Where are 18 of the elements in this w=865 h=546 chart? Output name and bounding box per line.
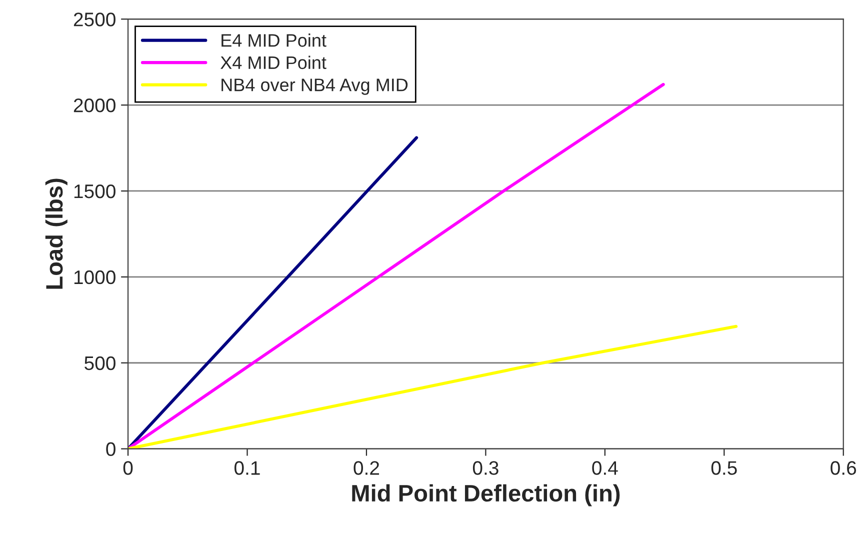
x-axis-title: Mid Point Deflection (in) <box>352 484 620 506</box>
x-tick-label: 0.3 <box>472 461 498 475</box>
x-tick-label: 0.6 <box>830 461 856 475</box>
y-axis-title: Load (lbs) <box>45 178 68 289</box>
x-tick-label: 0.4 <box>592 461 618 475</box>
x-tick-label: 0.5 <box>711 461 737 475</box>
y-tick-label: 1500 <box>74 184 116 198</box>
legend-label: NB4 over NB4 Avg MID <box>222 78 408 95</box>
legend-label: X4 MID Point <box>220 56 326 70</box>
y-tick-label: 0 <box>106 442 116 456</box>
x-tick-label: 0.2 <box>354 461 380 475</box>
x-tick-label: 0.1 <box>234 461 260 475</box>
y-tick-label: 2500 <box>74 12 116 26</box>
x-tick-label: 0 <box>123 461 133 475</box>
legend-label: E4 MID Point <box>222 34 326 47</box>
y-tick-label: 500 <box>84 356 116 370</box>
y-tick-label: 1000 <box>74 270 116 284</box>
y-tick-label: 2000 <box>74 98 116 112</box>
